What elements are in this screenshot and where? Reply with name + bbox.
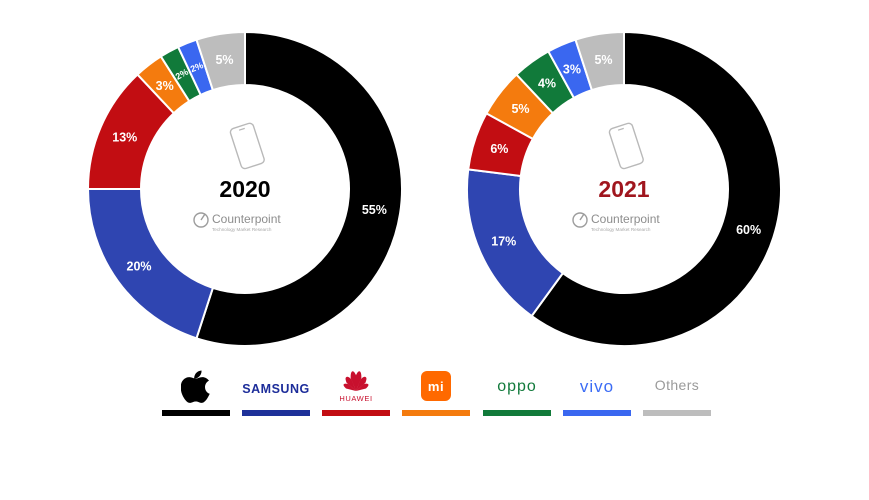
others-label: Others	[637, 368, 717, 404]
huawei-logo-icon: HUAWEI	[316, 368, 396, 404]
watermark-brand: Counterpoint	[591, 212, 660, 226]
legend-item-vivo: vivo	[557, 362, 637, 424]
legend-swatch-oppo	[483, 410, 551, 416]
slice-2021-apple	[530, 30, 782, 347]
phone-outline-icon	[229, 122, 265, 170]
oppo-logo-icon: oppo	[477, 368, 557, 404]
donut-2020: 55%20%13%3%2%2%5%2020CounterpointTechnol…	[86, 30, 403, 347]
data-label-2021-samsung: 17%	[491, 235, 516, 249]
data-label-2020-others: 5%	[215, 53, 233, 67]
vivo-logo-text: vivo	[579, 377, 615, 396]
legend-swatch-xiaomi	[402, 410, 470, 416]
apple-logo-icon	[156, 368, 236, 404]
chart-title-2021: 2021	[598, 176, 649, 202]
data-label-2021-apple: 60%	[736, 223, 761, 237]
chart-title-2020: 2020	[219, 176, 270, 202]
samsung-logo-text: SAMSUNG	[242, 382, 310, 396]
others-text: Others	[654, 377, 700, 393]
legend-item-others: Others	[637, 362, 717, 424]
legend-swatch-others	[643, 410, 711, 416]
data-label-2020-vivo: 2%	[189, 60, 205, 74]
data-label-2020-huawei: 13%	[112, 130, 137, 144]
legend-swatch-huawei	[322, 410, 390, 416]
data-label-2021-huawei: 6%	[490, 142, 508, 156]
data-label-2020-xiaomi: 3%	[156, 79, 174, 93]
watermark-brand: Counterpoint	[212, 212, 281, 226]
donut-2021: 60% 17% 6% 5% 4% 3% 5% 2021 CounterpointTechnolo…	[466, 30, 782, 347]
slice-2020-others	[195, 30, 246, 92]
oppo-logo-text: oppo	[497, 378, 537, 395]
legend-item-huawei: HUAWEI	[316, 362, 396, 424]
slice-2021-others	[574, 30, 625, 92]
legend-swatch-samsung	[242, 410, 310, 416]
samsung-logo-icon: SAMSUNG	[236, 368, 316, 404]
legend-item-oppo: oppo	[477, 362, 557, 424]
legend-item-apple	[156, 362, 236, 424]
legend-swatch-vivo	[563, 410, 631, 416]
slice-2020-apple	[195, 30, 403, 347]
watermark-tagline: Technology Market Research	[212, 227, 272, 232]
watermark-tagline: Technology Market Research	[591, 227, 651, 232]
data-label-2020-apple: 55%	[362, 203, 387, 217]
counterpoint-logo-icon	[572, 212, 588, 228]
legend-item-xiaomi: mi	[396, 362, 476, 424]
vivo-logo-icon: vivo	[557, 368, 637, 404]
data-label-2021-oppo: 4%	[538, 77, 556, 91]
data-label-2021-xiaomi: 5%	[511, 102, 529, 116]
data-label-2020-samsung: 20%	[127, 259, 152, 273]
legend-item-samsung: SAMSUNG	[236, 362, 316, 424]
legend-swatch-apple	[162, 410, 230, 416]
phone-outline-icon	[608, 122, 644, 170]
xiaomi-logo-text: mi	[427, 378, 445, 394]
data-label-2021-vivo: 3%	[563, 62, 581, 76]
data-label-2021-others: 5%	[594, 53, 612, 67]
xiaomi-logo-icon: mi	[396, 368, 476, 404]
legend: SAMSUNG HUAWEI	[0, 362, 869, 432]
huawei-logo-text: HUAWEI	[339, 394, 373, 403]
counterpoint-logo-icon	[193, 212, 209, 228]
